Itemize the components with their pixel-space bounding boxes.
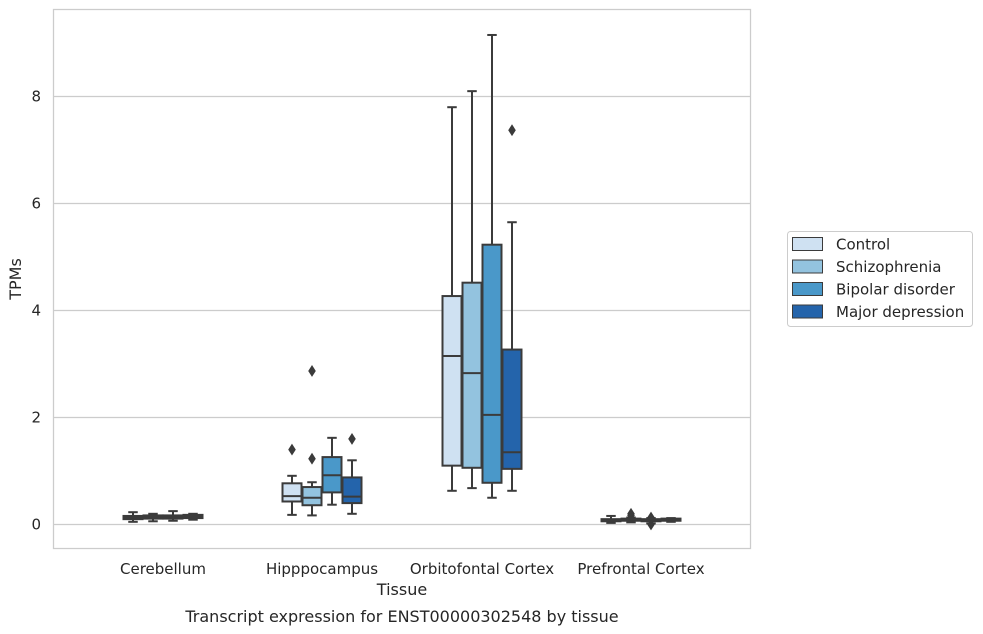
x-tick-label: Hipppocampus	[266, 560, 378, 578]
legend: Control Schizophrenia Bipolar disorder Majo…	[787, 231, 973, 327]
y-axis-title: TPMs	[6, 258, 25, 301]
box	[461, 281, 483, 469]
y-tick-label: 8	[31, 88, 41, 106]
x-tick-label: Prefrontal Cortex	[577, 560, 704, 578]
legend-label: Bipolar disorder	[836, 281, 956, 299]
box	[341, 476, 363, 505]
legend-label: Schizophrenia	[836, 258, 941, 276]
outlier-point	[647, 518, 655, 531]
box-control	[441, 106, 463, 492]
legend-swatch	[792, 259, 823, 274]
box	[301, 486, 323, 507]
chart-title: Transcript expression for ENST0000030254…	[184, 607, 618, 626]
plot-frame	[52, 8, 752, 550]
box-control	[600, 514, 622, 524]
box-major-depression	[501, 124, 523, 492]
legend-frame	[787, 231, 973, 327]
box-bipolar-disorder	[321, 436, 343, 506]
box-schizophrenia	[142, 512, 164, 523]
y-tick-label: 6	[31, 195, 41, 213]
box-bipolar-disorder	[640, 511, 662, 531]
box-control	[122, 511, 144, 523]
outlier-point	[308, 452, 316, 465]
box-layer	[122, 33, 682, 531]
box-major-depression	[660, 517, 682, 523]
box-control	[281, 443, 303, 516]
box-schizophrenia	[301, 365, 323, 517]
box	[441, 295, 463, 467]
box	[481, 243, 503, 484]
outlier-point	[508, 124, 516, 137]
outlier-point	[647, 511, 655, 524]
x-tick-label: Orbitofontal Cortex	[410, 560, 554, 578]
outlier-point	[308, 365, 316, 377]
y-tick-labels: 0 2 4 6 8	[31, 88, 41, 534]
y-tick-label: 4	[31, 302, 41, 320]
legend-label: Control	[836, 236, 890, 254]
box-major-depression	[341, 432, 363, 515]
x-tick-label: Cerebellum	[120, 560, 206, 578]
legend-swatch	[792, 282, 823, 296]
y-tick-label: 0	[31, 516, 41, 534]
box-major-depression	[182, 512, 204, 521]
legend-label: Major depression	[836, 303, 964, 321]
box	[281, 482, 303, 503]
box	[501, 348, 523, 470]
outlier-point	[348, 432, 356, 445]
box-schizophrenia	[461, 90, 483, 490]
y-tick-label: 2	[31, 409, 41, 427]
legend-swatch	[792, 237, 823, 251]
box-schizophrenia	[620, 507, 642, 524]
x-tick-labels: Cerebellum Hipppocampus Orbitofontal Corte…	[120, 560, 705, 578]
box-bipolar-disorder	[162, 510, 184, 522]
outlier-point	[288, 443, 296, 456]
grid-lines	[53, 95, 751, 526]
x-axis-title: Tissue	[376, 580, 427, 599]
legend-swatch	[792, 304, 823, 319]
outlier-point	[627, 507, 635, 520]
box-bipolar-disorder	[481, 33, 503, 499]
